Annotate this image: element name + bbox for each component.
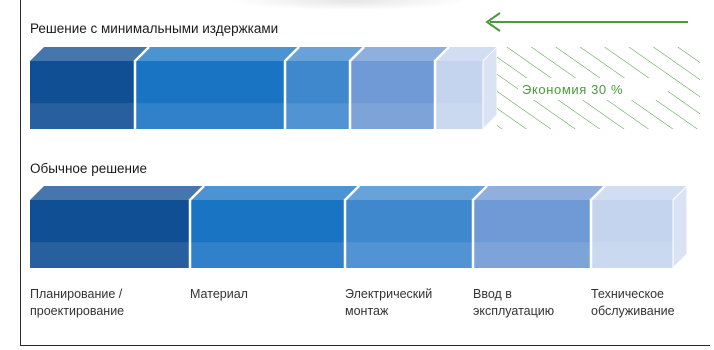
category-label-4: Ввод в эксплуатацию: [473, 286, 554, 320]
category-label-5: Техническое обслуживание: [591, 286, 675, 320]
conventional-segment-5: [589, 185, 687, 268]
frame-left-line: [20, 0, 21, 346]
minimal-segment-5: [433, 46, 497, 129]
conventional-segment-top-5: [591, 186, 687, 200]
conventional-segment-edge-2: [188, 185, 205, 268]
category-label-1: Планирование / проектирование: [30, 286, 124, 320]
savings-arrow: [485, 12, 688, 32]
conventional-segment-sheen-5: [591, 242, 673, 268]
category-label-3: Электрический монтаж: [345, 286, 432, 320]
conventional-segment-sheen-4: [473, 242, 591, 268]
category-label-line: обслуживание: [591, 304, 675, 318]
savings-label-bg: [518, 78, 668, 100]
savings-area: Экономия 30 %: [497, 47, 700, 129]
conventional-segment-top-1: [30, 186, 204, 200]
arrow-head: [485, 12, 501, 32]
conventional-segment-4: [471, 185, 605, 268]
minimal-segment-4: [348, 46, 449, 129]
minimal-segment-sheen-4: [350, 103, 435, 129]
minimal-segment-3: [283, 46, 364, 129]
top-shadow: [230, 0, 470, 10]
minimal-segment-2: [133, 46, 299, 129]
category-label-line: Материал: [190, 287, 248, 301]
conventional-segment-edge-3: [343, 185, 360, 268]
conventional-segment-top-3: [345, 186, 487, 200]
conventional-segment-sheen-3: [345, 242, 473, 268]
minimal-segment-edge-5: [433, 46, 450, 129]
conventional-segment-2: [188, 185, 359, 268]
conventional-segment-3: [343, 185, 487, 268]
conventional-segment-sheen-2: [190, 242, 345, 268]
minimal-segment-top-1: [30, 47, 149, 61]
conventional-segment-top-4: [473, 186, 605, 200]
minimal-segment-top-2: [135, 47, 299, 61]
minimal-segment-1: [30, 47, 149, 129]
category-label-line: Ввод в: [473, 287, 512, 301]
category-label-line: Техническое: [591, 287, 664, 301]
bar-row-minimal-cost: [30, 45, 498, 131]
minimal-segment-top-5: [435, 47, 497, 61]
bar-row-conventional: [30, 184, 688, 270]
conventional-segment-edge-5: [589, 185, 606, 268]
conventional-segment-top-2: [190, 186, 359, 200]
conventional-segment-edge-4: [471, 185, 488, 268]
minimal-segment-sheen-5: [435, 103, 483, 129]
frame-bottom-line: [20, 345, 710, 346]
row-title-minimal-cost: Решение с минимальными издержками: [30, 21, 279, 36]
savings-label: Экономия 30 %: [522, 82, 623, 97]
minimal-segment-sheen-2: [135, 103, 285, 129]
minimal-segment-top-3: [285, 47, 364, 61]
category-label-2: Материал: [190, 286, 248, 303]
minimal-segment-edge-3: [283, 46, 300, 129]
category-label-line: Планирование /: [30, 287, 123, 301]
minimal-end-face: [482, 45, 498, 131]
category-label-line: эксплуатацию: [473, 304, 555, 318]
minimal-segment-edge-4: [348, 46, 365, 129]
category-label-line: монтаж: [345, 304, 389, 318]
category-label-line: проектирование: [30, 304, 125, 318]
minimal-segment-top-4: [350, 47, 449, 61]
conventional-segment-1: [30, 186, 204, 268]
row-title-conventional: Обычное решение: [30, 161, 148, 176]
conventional-segment-sheen-1: [30, 242, 190, 268]
category-label-line: Электрический: [345, 287, 433, 301]
minimal-segment-sheen-1: [30, 103, 135, 129]
minimal-segment-sheen-3: [285, 103, 350, 129]
minimal-segment-edge-2: [133, 46, 150, 129]
conventional-end-face: [672, 184, 688, 270]
